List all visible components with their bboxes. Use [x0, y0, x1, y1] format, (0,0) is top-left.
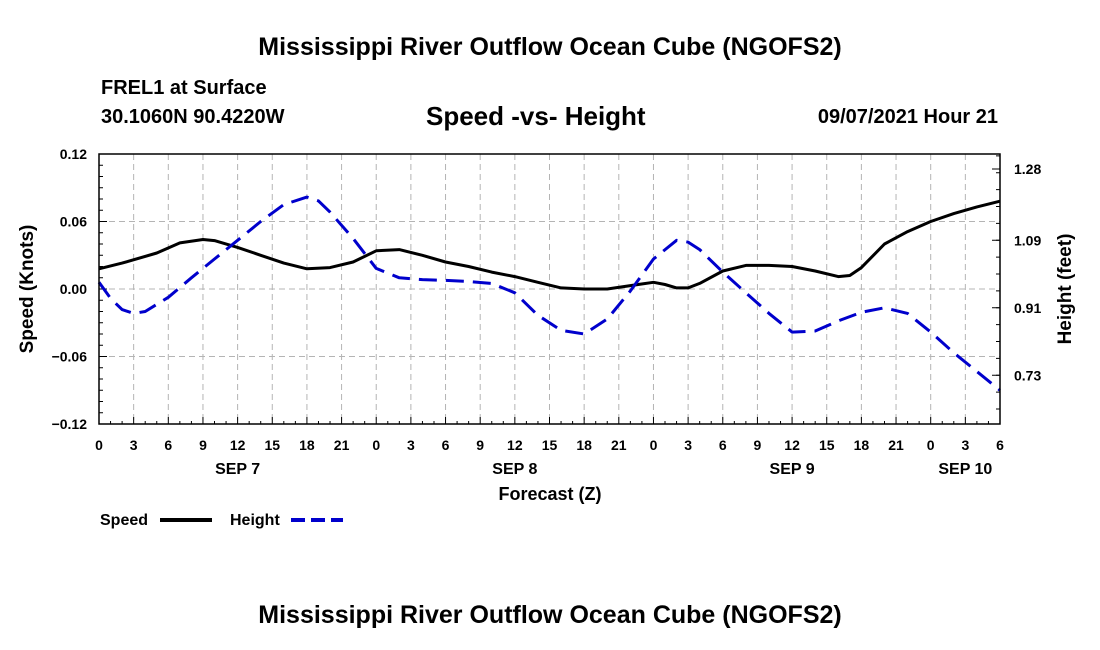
y2-tick-label: 0.91 [1014, 300, 1041, 316]
y-axis-title: Speed (Knots) [17, 225, 38, 354]
x-tick-label: 6 [996, 437, 1004, 453]
x-date-label: SEP 8 [492, 461, 537, 478]
x-date-label: SEP 10 [938, 461, 992, 478]
x-tick-label: 21 [888, 437, 904, 453]
chart-title-bottom: Mississippi River Outflow Ocean Cube (NG… [258, 601, 842, 629]
x-date-label: SEP 7 [215, 461, 260, 478]
x-tick-label: 21 [334, 437, 350, 453]
chart-subtitle: Speed -vs- Height [426, 101, 646, 131]
forecast-datetime: 09/07/2021 Hour 21 [817, 106, 998, 128]
x-tick-label: 6 [719, 437, 727, 453]
x-tick-label: 9 [476, 437, 484, 453]
x-tick-label: 0 [927, 437, 935, 453]
y-tick-label: −0.06 [52, 349, 88, 365]
x-tick-label: 9 [199, 437, 207, 453]
y2-tick-label: 1.28 [1014, 161, 1041, 177]
y-tick-label: −0.12 [52, 416, 88, 432]
station-coordinates: 30.1060N 90.4220W [101, 106, 285, 128]
y-tick-label: 0.12 [60, 146, 87, 162]
x-tick-label: 3 [684, 437, 692, 453]
legend-label-speed: Speed [100, 512, 148, 529]
plot-frame [98, 153, 1001, 425]
x-tick-label: 15 [819, 437, 835, 453]
station-label: FREL1 at Surface [101, 77, 267, 99]
series-line-speed [98, 199, 1001, 291]
y-tick-label: 0.06 [60, 214, 87, 230]
x-tick-label: 3 [130, 437, 138, 453]
x-tick-label: 18 [576, 437, 592, 453]
x-tick-label: 21 [611, 437, 627, 453]
x-tick-label: 18 [854, 437, 870, 453]
x-tick-label: 6 [164, 437, 172, 453]
y2-tick-label: 0.73 [1014, 367, 1041, 383]
x-tick-label: 0 [372, 437, 380, 453]
x-tick-label: 12 [784, 437, 800, 453]
x-tick-label: 3 [407, 437, 415, 453]
x-tick-label: 0 [95, 437, 103, 453]
x-tick-label: 6 [442, 437, 450, 453]
series-line-height [97, 195, 1001, 392]
x-tick-label: 0 [650, 437, 658, 453]
x-axis-title: Forecast (Z) [498, 484, 601, 504]
x-tick-label: 9 [754, 437, 762, 453]
chart-title-top: Mississippi River Outflow Ocean Cube (NG… [258, 33, 842, 61]
x-tick-label: 3 [961, 437, 969, 453]
legend-label-height: Height [230, 512, 280, 529]
x-tick-label: 12 [230, 437, 246, 453]
y-tick-label: 0.00 [60, 281, 87, 297]
x-tick-label: 12 [507, 437, 523, 453]
y2-tick-label: 1.09 [1014, 232, 1041, 248]
x-tick-label: 18 [299, 437, 315, 453]
y2-axis-title: Height (feet) [1055, 234, 1076, 345]
x-date-label: SEP 9 [770, 461, 815, 478]
x-tick-label: 15 [264, 437, 280, 453]
x-tick-label: 15 [542, 437, 558, 453]
